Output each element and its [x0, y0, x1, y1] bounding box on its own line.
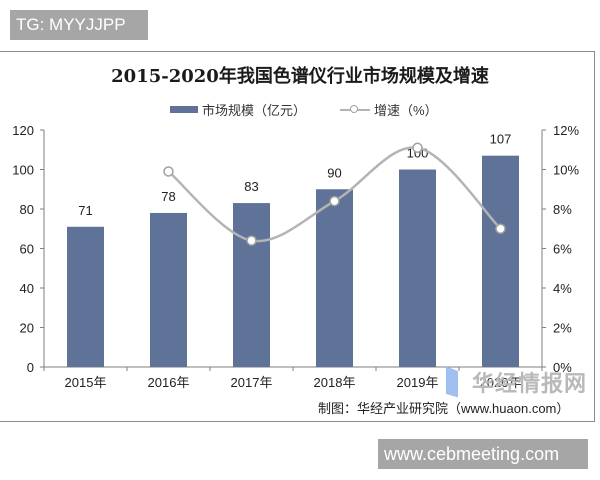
source-note: 制图：华经产业研究院（www.huaon.com）	[318, 401, 570, 416]
bar	[67, 226, 104, 367]
growth-marker	[163, 166, 174, 177]
bar	[233, 203, 270, 367]
bar	[150, 212, 187, 367]
x-tick-label: 2016年	[148, 375, 190, 390]
growth-marker	[329, 195, 340, 207]
watermark-logo	[398, 364, 578, 398]
growth-marker	[495, 223, 506, 234]
legend-line-swatch	[340, 104, 371, 116]
bar	[316, 189, 353, 367]
bar	[482, 155, 519, 367]
y-left-tick-label: 20	[20, 321, 34, 336]
x-tick-label: 2019年	[397, 375, 439, 390]
bar	[399, 169, 436, 367]
bar-data-label: 90	[327, 165, 341, 180]
y-left-tick-label: 0	[27, 360, 34, 375]
x-tick-label: 2020年	[480, 375, 522, 390]
bar-data-label: 71	[78, 203, 92, 218]
growth-marker	[412, 142, 423, 154]
legend-label-growth: 增速（%）	[374, 103, 438, 118]
chart-legend: 市场规模（亿元） 增速（%）	[170, 100, 438, 119]
bar-data-label: 107	[490, 132, 512, 147]
overlay-tag: TG: MYYJJPP	[10, 10, 148, 40]
y-right-tick-label: 4%	[553, 281, 572, 296]
y-left-tick-label: 120	[12, 123, 34, 138]
x-tick-label: 2017年	[231, 375, 273, 390]
legend-label-market-size: 市场规模（亿元）	[202, 103, 307, 118]
bar-data-label: 78	[161, 189, 175, 204]
y-right-tick-label: 0%	[553, 360, 572, 375]
site-tag: www.cebmeeting.com	[378, 439, 588, 469]
x-tick-label: 2018年	[314, 375, 356, 390]
growth-marker	[246, 235, 257, 246]
y-left-tick-label: 100	[12, 163, 34, 178]
x-tick-label: 2015年	[65, 375, 107, 390]
y-left-tick-label: 80	[20, 202, 34, 217]
y-left-tick-label: 60	[20, 242, 34, 257]
legend-bar-swatch	[170, 106, 198, 113]
y-left-tick-label: 40	[20, 281, 34, 296]
y-right-tick-label: 10%	[553, 163, 579, 178]
y-right-tick-label: 6%	[553, 242, 572, 257]
y-right-tick-label: 12%	[553, 123, 579, 138]
y-right-tick-label: 2%	[553, 321, 572, 336]
bar-data-label: 83	[244, 179, 258, 194]
chart-title: 2015-2020年我国色谱仪行业市场规模及增速	[111, 66, 489, 87]
y-right-tick-label: 8%	[553, 202, 572, 217]
watermark-text: 华经情报网	[472, 372, 588, 397]
